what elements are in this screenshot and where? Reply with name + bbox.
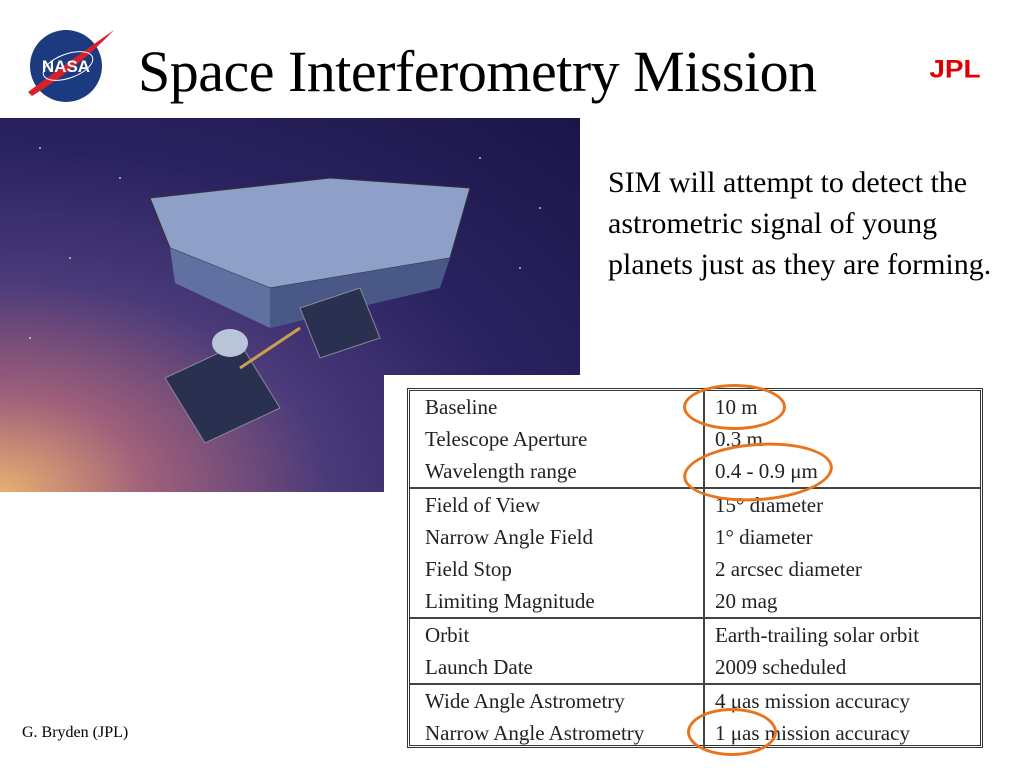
nasa-logo: NASA — [28, 30, 114, 102]
spec-label: Narrow Angle Field — [425, 524, 593, 549]
svg-text:NASA: NASA — [42, 57, 90, 76]
spec-group: Field of View 15° diameter Narrow Angle Fi… — [410, 489, 980, 619]
table-row: Wavelength range 0.4 - 0.9 μm — [410, 455, 980, 487]
slide-title: Space Interferometry Mission — [138, 39, 817, 104]
spec-label: Narrow Angle Astrometry — [425, 720, 645, 745]
spec-value: 15° diameter — [715, 492, 824, 517]
spec-value: 1° diameter — [715, 524, 813, 549]
spec-label: Wide Angle Astrometry — [425, 688, 625, 713]
spec-table: Baseline 10 m Telescope Aperture 0.3 m Wavel… — [407, 388, 983, 749]
spec-label: Field Stop — [425, 556, 512, 581]
spec-value: 20 mag — [715, 588, 778, 613]
table-row: Field Stop 2 arcsec diameter — [410, 553, 980, 585]
description-text: SIM will attempt to detect the astrometr… — [608, 166, 992, 281]
spec-label: Limiting Magnitude — [425, 588, 595, 613]
spec-value: Earth-trailing solar orbit — [715, 622, 920, 647]
highlight-circle-baseline — [683, 384, 786, 430]
svg-text:JPL: JPL — [929, 55, 980, 83]
spec-value: 0.4 - 0.9 μm — [715, 458, 818, 483]
spec-label: Field of View — [425, 492, 541, 517]
spec-label: Wavelength range — [425, 458, 577, 483]
table-row: Limiting Magnitude 20 mag — [410, 585, 980, 617]
spec-label: Baseline — [425, 394, 498, 419]
table-row: Orbit Earth-trailing solar orbit — [410, 619, 980, 651]
column-divider — [703, 391, 705, 487]
table-row: Launch Date 2009 scheduled — [410, 651, 980, 683]
table-row: Wide Angle Astrometry 4 μas mission accur… — [410, 685, 980, 717]
spec-label: Launch Date — [425, 654, 533, 679]
spec-group: Wide Angle Astrometry 4 μas mission accur… — [410, 685, 980, 749]
column-divider — [703, 619, 705, 683]
jpl-logo: JPL — [929, 55, 980, 83]
footer-author: G. Bryden (JPL) — [22, 724, 129, 741]
spacecraft-image — [0, 118, 580, 492]
table-row: Narrow Angle Field 1° diameter — [410, 521, 980, 553]
highlight-circle-narrow-angle — [687, 708, 777, 756]
spec-label: Orbit — [425, 622, 470, 647]
spec-value: 0.3 m — [715, 426, 763, 451]
table-row: Telescope Aperture 0.3 m — [410, 423, 980, 455]
column-divider — [703, 489, 705, 617]
spec-value: 2009 scheduled — [715, 654, 847, 679]
table-row: Field of View 15° diameter — [410, 489, 980, 521]
spec-value: 2 arcsec diameter — [715, 556, 862, 581]
spec-group: Orbit Earth-trailing solar orbit Launch Da… — [410, 619, 980, 685]
spec-label: Telescope Aperture — [425, 426, 588, 451]
